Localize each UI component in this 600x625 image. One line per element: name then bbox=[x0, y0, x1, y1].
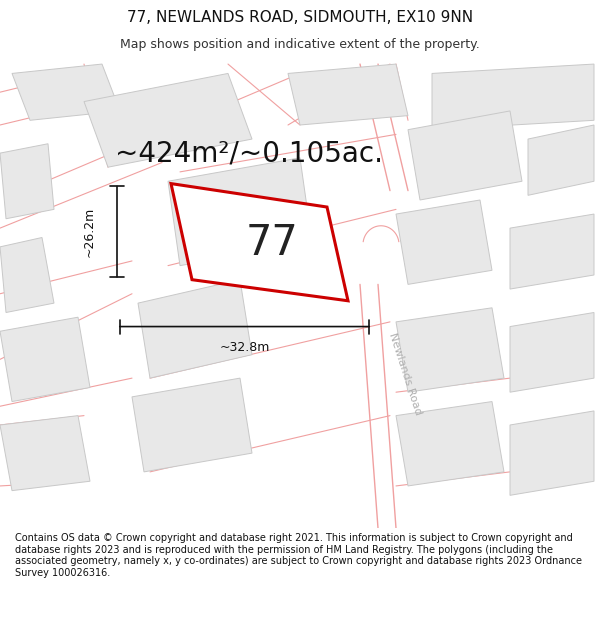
Polygon shape bbox=[396, 200, 492, 284]
Polygon shape bbox=[396, 401, 504, 486]
Text: ~424m²/~0.105ac.: ~424m²/~0.105ac. bbox=[115, 139, 383, 167]
Polygon shape bbox=[510, 312, 594, 392]
Text: Contains OS data © Crown copyright and database right 2021. This information is : Contains OS data © Crown copyright and d… bbox=[15, 533, 582, 578]
Polygon shape bbox=[0, 416, 90, 491]
Polygon shape bbox=[84, 73, 252, 167]
Text: Newlands Road: Newlands Road bbox=[387, 331, 423, 416]
Polygon shape bbox=[528, 125, 594, 195]
Text: Map shows position and indicative extent of the property.: Map shows position and indicative extent… bbox=[120, 38, 480, 51]
Text: ~26.2m: ~26.2m bbox=[82, 206, 95, 257]
Polygon shape bbox=[510, 411, 594, 495]
Polygon shape bbox=[0, 144, 54, 219]
Polygon shape bbox=[0, 238, 54, 312]
Polygon shape bbox=[0, 317, 90, 401]
Polygon shape bbox=[396, 308, 504, 392]
Text: 77: 77 bbox=[245, 222, 298, 264]
Polygon shape bbox=[168, 158, 312, 266]
Polygon shape bbox=[132, 378, 252, 472]
Polygon shape bbox=[12, 64, 120, 120]
Polygon shape bbox=[432, 64, 594, 129]
Polygon shape bbox=[288, 64, 408, 125]
Text: ~32.8m: ~32.8m bbox=[220, 341, 269, 354]
Polygon shape bbox=[138, 280, 252, 378]
Polygon shape bbox=[510, 214, 594, 289]
Polygon shape bbox=[408, 111, 522, 200]
Polygon shape bbox=[171, 184, 348, 301]
Text: 77, NEWLANDS ROAD, SIDMOUTH, EX10 9NN: 77, NEWLANDS ROAD, SIDMOUTH, EX10 9NN bbox=[127, 10, 473, 25]
